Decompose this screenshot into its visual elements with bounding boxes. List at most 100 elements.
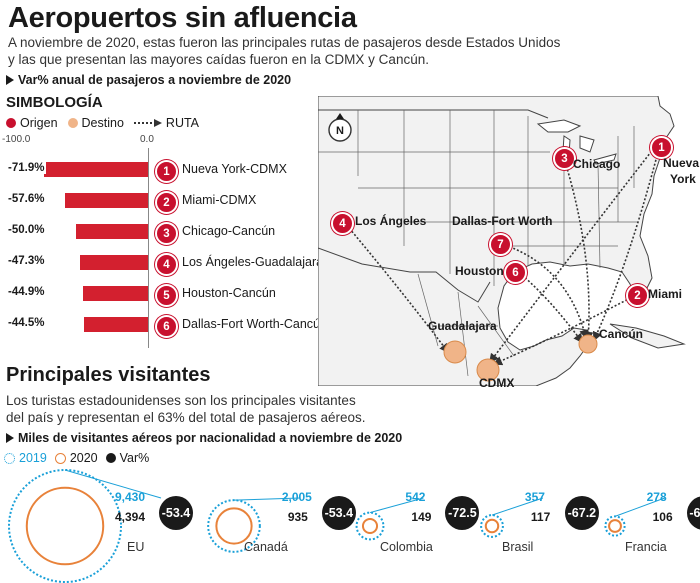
legend-2020-label: 2020: [69, 451, 98, 465]
city-dallas: Dallas-Fort Worth: [452, 214, 553, 228]
guadalajara-dot: [443, 340, 467, 364]
legend-var-label: Var%: [119, 451, 150, 465]
intro-line-2: y las que presentan las mayores caídas f…: [8, 52, 429, 67]
visitors-subheading: Miles de visitantes aéreos por nacionali…: [6, 431, 402, 445]
city-cdmx: CDMX: [479, 376, 515, 390]
connector-2019: [491, 497, 544, 516]
connector-2019: [233, 497, 300, 501]
legend-origin: Origen: [6, 116, 58, 130]
value-2019: 357: [524, 490, 545, 504]
route-map: N: [318, 96, 700, 386]
route-bar-value: -47.3%: [6, 255, 47, 267]
bubble-2020: [484, 518, 500, 534]
legend-2019-label: 2019: [19, 451, 47, 465]
route-name: Chicago-Cancún: [182, 224, 276, 238]
route-bar-value: -71.9%: [6, 162, 47, 174]
legend-var-icon: [105, 453, 116, 463]
value-2019: 542: [405, 490, 426, 504]
bubble-2019: [480, 514, 504, 538]
routes-heading: Var% anual de pasajeros a noviembre de 2…: [6, 73, 291, 87]
route-number-badge: 1: [155, 160, 178, 183]
bubbles-svg: [8, 469, 665, 583]
visitors-heading: Principales visitantes: [6, 364, 211, 386]
route-miami-cdmx: [492, 293, 639, 366]
cuba-island: [609, 323, 686, 349]
var-badge: -53.4: [321, 496, 356, 530]
route-bar-value: -44.5%: [6, 317, 47, 329]
routes-heading-text: Var% anual de pasajeros a noviembre de 2…: [18, 73, 292, 87]
destination-dot-icon: [67, 118, 78, 128]
city-miami: Miami: [648, 287, 683, 301]
route-bar: [83, 286, 148, 301]
route-name: Dallas-Fort Worth-Cancún: [182, 317, 327, 331]
cancun-dot: [578, 334, 598, 354]
city-houston: Houston: [455, 264, 504, 278]
connector-2019: [64, 469, 162, 499]
mexico-border: [318, 247, 491, 303]
bubble-2020: [608, 519, 622, 533]
x-tick-min: -100.0: [2, 134, 31, 145]
legend-origin-label: Origen: [20, 116, 58, 130]
legend-2020: 2020: [54, 451, 98, 465]
bubble-2020: [215, 507, 253, 545]
value-2019: 9,430: [115, 490, 146, 504]
route-bar: [83, 317, 148, 332]
lake-huron: [579, 135, 595, 153]
visitors-text-2: del país y representan el 63% del total …: [6, 410, 366, 425]
var-badge: -53.4: [159, 496, 193, 530]
route-number-badge: 2: [155, 191, 178, 214]
city-nueva: Nueva: [663, 156, 700, 170]
route-lines: [343, 147, 659, 366]
legend-route-label: RUTA: [165, 116, 200, 130]
marker-1-nueva-york: 1: [650, 136, 673, 159]
dotted-arrow-icon: [133, 119, 162, 127]
country-label: Francia: [625, 540, 667, 554]
route-bar-value: -44.9%: [6, 286, 47, 298]
x-tick-max: 0.0: [140, 134, 154, 145]
bubble-2019: [355, 511, 385, 541]
origin-dot-icon: [6, 118, 16, 128]
canada-border: [318, 109, 549, 119]
marker-2-miami: 2: [626, 284, 649, 307]
legend-destination: Destino: [67, 116, 124, 130]
bubble-2019: [207, 499, 261, 553]
value-2020: 106: [652, 510, 673, 524]
city-guadalajara: Guadalajara: [428, 319, 497, 333]
cdmx-dot: [476, 358, 500, 382]
route-number-badge: 3: [155, 222, 178, 245]
city-chicago: Chicago: [573, 157, 621, 171]
zero-axis-line: [148, 148, 149, 348]
visitors-text-1: Los turistas estadounidenses son los pri…: [6, 393, 356, 408]
legend-destination-label: Destino: [81, 116, 124, 130]
page-title: Aeropuertos sin afluencia: [8, 2, 357, 34]
route-name: Houston-Cancún: [182, 286, 276, 300]
legend: Origen Destino RUTA: [6, 116, 199, 130]
route-number-badge: 6: [155, 315, 178, 338]
city-cancun: Cancún: [599, 327, 644, 341]
north-letter: N: [336, 125, 344, 137]
country-label: Brasil: [502, 540, 534, 554]
state-lines: [318, 110, 638, 286]
country-label: Canadá: [244, 540, 288, 554]
visitors-subheading-text: Miles de visitantes aéreos por nacionali…: [18, 431, 403, 445]
route-bar: [79, 255, 148, 270]
north-pointer-icon: [336, 113, 344, 119]
route-bar-value: -50.0%: [6, 224, 47, 236]
routes-bar-chart: -100.0 0.0 -71.9% 1 Nueva York-CDMX -57.6% 2 Mi…: [0, 134, 330, 349]
route-name: Nueva York-CDMX: [182, 162, 287, 176]
route-bar: [44, 162, 148, 177]
connector-2019: [369, 497, 424, 514]
route-ny-cdmx: [489, 147, 655, 364]
country-label: Colombia: [380, 540, 433, 554]
intro-line-1: A noviembre de 2020, estas fueron las pr…: [8, 35, 561, 50]
value-2020: 4,394: [115, 510, 146, 524]
visitors-legend: 2019 2020 Var%: [4, 451, 149, 465]
visitors-bubble-chart: 9,430 4,394 -53.4 EU 2,005 935 -53.4 Canadá 542 1…: [0, 466, 700, 583]
route-number-badge: 5: [155, 284, 178, 307]
legend-title: SIMBOLOGÍA: [6, 94, 103, 111]
route-bar: [76, 224, 148, 239]
route-chicago-cancun: [563, 157, 594, 342]
route-dallas-cancun: [501, 243, 589, 340]
marker-6-houston: 6: [504, 261, 527, 284]
route-name: Los Ángeles-Guadalajara: [182, 255, 324, 269]
